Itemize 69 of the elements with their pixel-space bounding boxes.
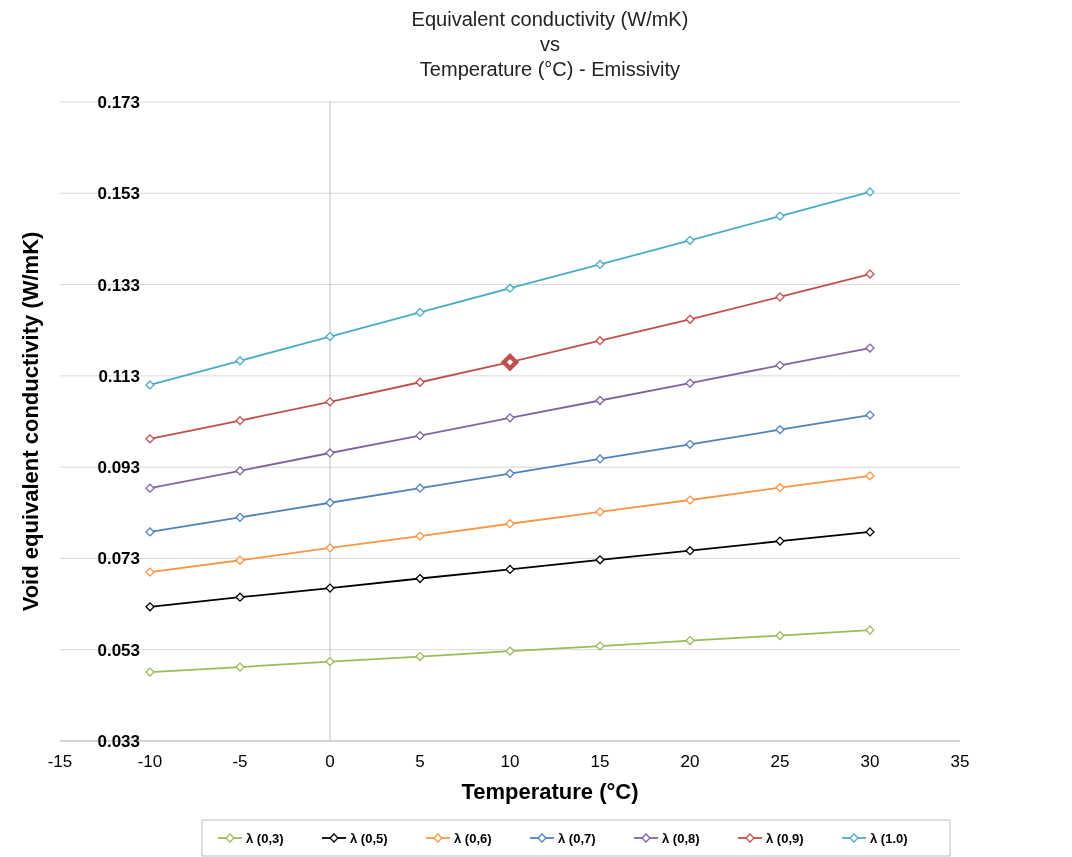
- point: [685, 439, 695, 449]
- legend-label: λ (0,6): [454, 831, 492, 846]
- point: [595, 507, 605, 517]
- y-tick-label: 0.113: [98, 366, 140, 386]
- x-tick-label: -10: [137, 752, 163, 771]
- point: [145, 434, 155, 444]
- point: [595, 259, 605, 270]
- point: [685, 635, 695, 646]
- point: [505, 468, 515, 479]
- legend-label: λ (0,7): [558, 831, 596, 846]
- point: [595, 395, 605, 406]
- x-tick-label: 15: [590, 752, 610, 771]
- x-tick-label: 10: [500, 752, 520, 771]
- point: [595, 555, 605, 565]
- point: [685, 235, 695, 245]
- point: [775, 360, 785, 370]
- point: [325, 397, 335, 407]
- legend-label: λ (0,9): [766, 831, 804, 846]
- y-axis-title: Void equivalent conductivity (W/mK): [18, 231, 43, 612]
- point: [865, 471, 875, 481]
- y-tick-label: 0.133: [97, 275, 140, 295]
- point: [415, 307, 425, 318]
- x-tick-label: 5: [415, 752, 425, 771]
- point: [325, 656, 335, 667]
- y-tick-label: 0.053: [97, 640, 140, 660]
- point: [415, 377, 425, 387]
- y-tick-label: 0.093: [97, 458, 140, 478]
- point: [595, 336, 605, 346]
- point: [685, 546, 695, 556]
- point: [415, 573, 425, 584]
- point: [505, 283, 515, 293]
- point: [415, 651, 425, 662]
- point: [235, 512, 245, 522]
- point: [775, 483, 785, 493]
- x-tick-label: -15: [47, 752, 73, 771]
- point: [235, 415, 245, 426]
- x-tick-label: 35: [950, 752, 970, 771]
- point: [415, 483, 425, 493]
- legend-label: λ (0,3): [246, 831, 284, 846]
- point: [775, 425, 785, 435]
- y-tick-label: 0.073: [97, 549, 140, 569]
- x-axis-title: Temperature (°C): [461, 779, 639, 804]
- point: [775, 630, 785, 641]
- point: [685, 314, 695, 324]
- chart-title: Equivalent conductivity (W/mK) vs Temperature (°C) - Emissivity: [411, 8, 689, 80]
- point: [325, 498, 335, 508]
- point: [235, 592, 245, 602]
- y-tick-label: 0.033: [97, 732, 140, 751]
- point: [145, 483, 155, 493]
- point: [505, 564, 515, 574]
- point: [235, 555, 245, 565]
- legend-label: λ (0,8): [662, 831, 700, 846]
- point: [505, 519, 515, 529]
- y-tick-label: 0.153: [97, 184, 140, 204]
- x-tick-label: 25: [770, 752, 790, 771]
- x-tick-label: 20: [680, 752, 700, 771]
- point: [505, 413, 515, 423]
- point: [685, 378, 695, 388]
- x-tick-label: 0: [325, 752, 335, 771]
- point: [325, 331, 335, 342]
- x-tick-label: 30: [860, 752, 880, 771]
- legend-label: λ (1.0): [870, 831, 908, 846]
- point: [235, 466, 245, 476]
- legend-label: λ (0,5): [350, 831, 388, 846]
- point: [235, 356, 245, 366]
- point: [415, 431, 425, 441]
- y-tick-label: 0.173: [97, 93, 140, 112]
- point: [145, 602, 155, 612]
- x-tick-label: -5: [232, 752, 248, 771]
